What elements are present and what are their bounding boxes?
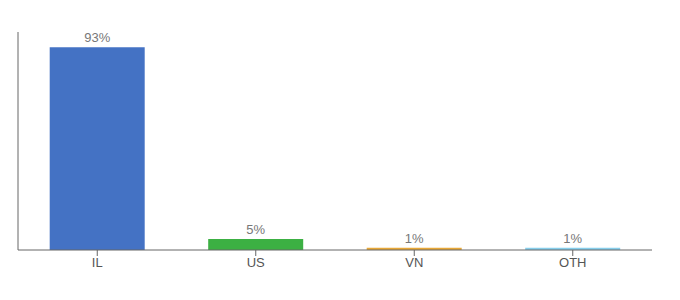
svg-text:1%: 1% xyxy=(405,231,424,246)
svg-text:US: US xyxy=(247,255,265,270)
svg-text:93%: 93% xyxy=(84,30,110,45)
svg-text:5%: 5% xyxy=(246,222,265,237)
svg-text:IL: IL xyxy=(92,255,103,270)
svg-text:1%: 1% xyxy=(563,231,582,246)
svg-text:VN: VN xyxy=(405,255,423,270)
svg-text:OTH: OTH xyxy=(559,255,586,270)
